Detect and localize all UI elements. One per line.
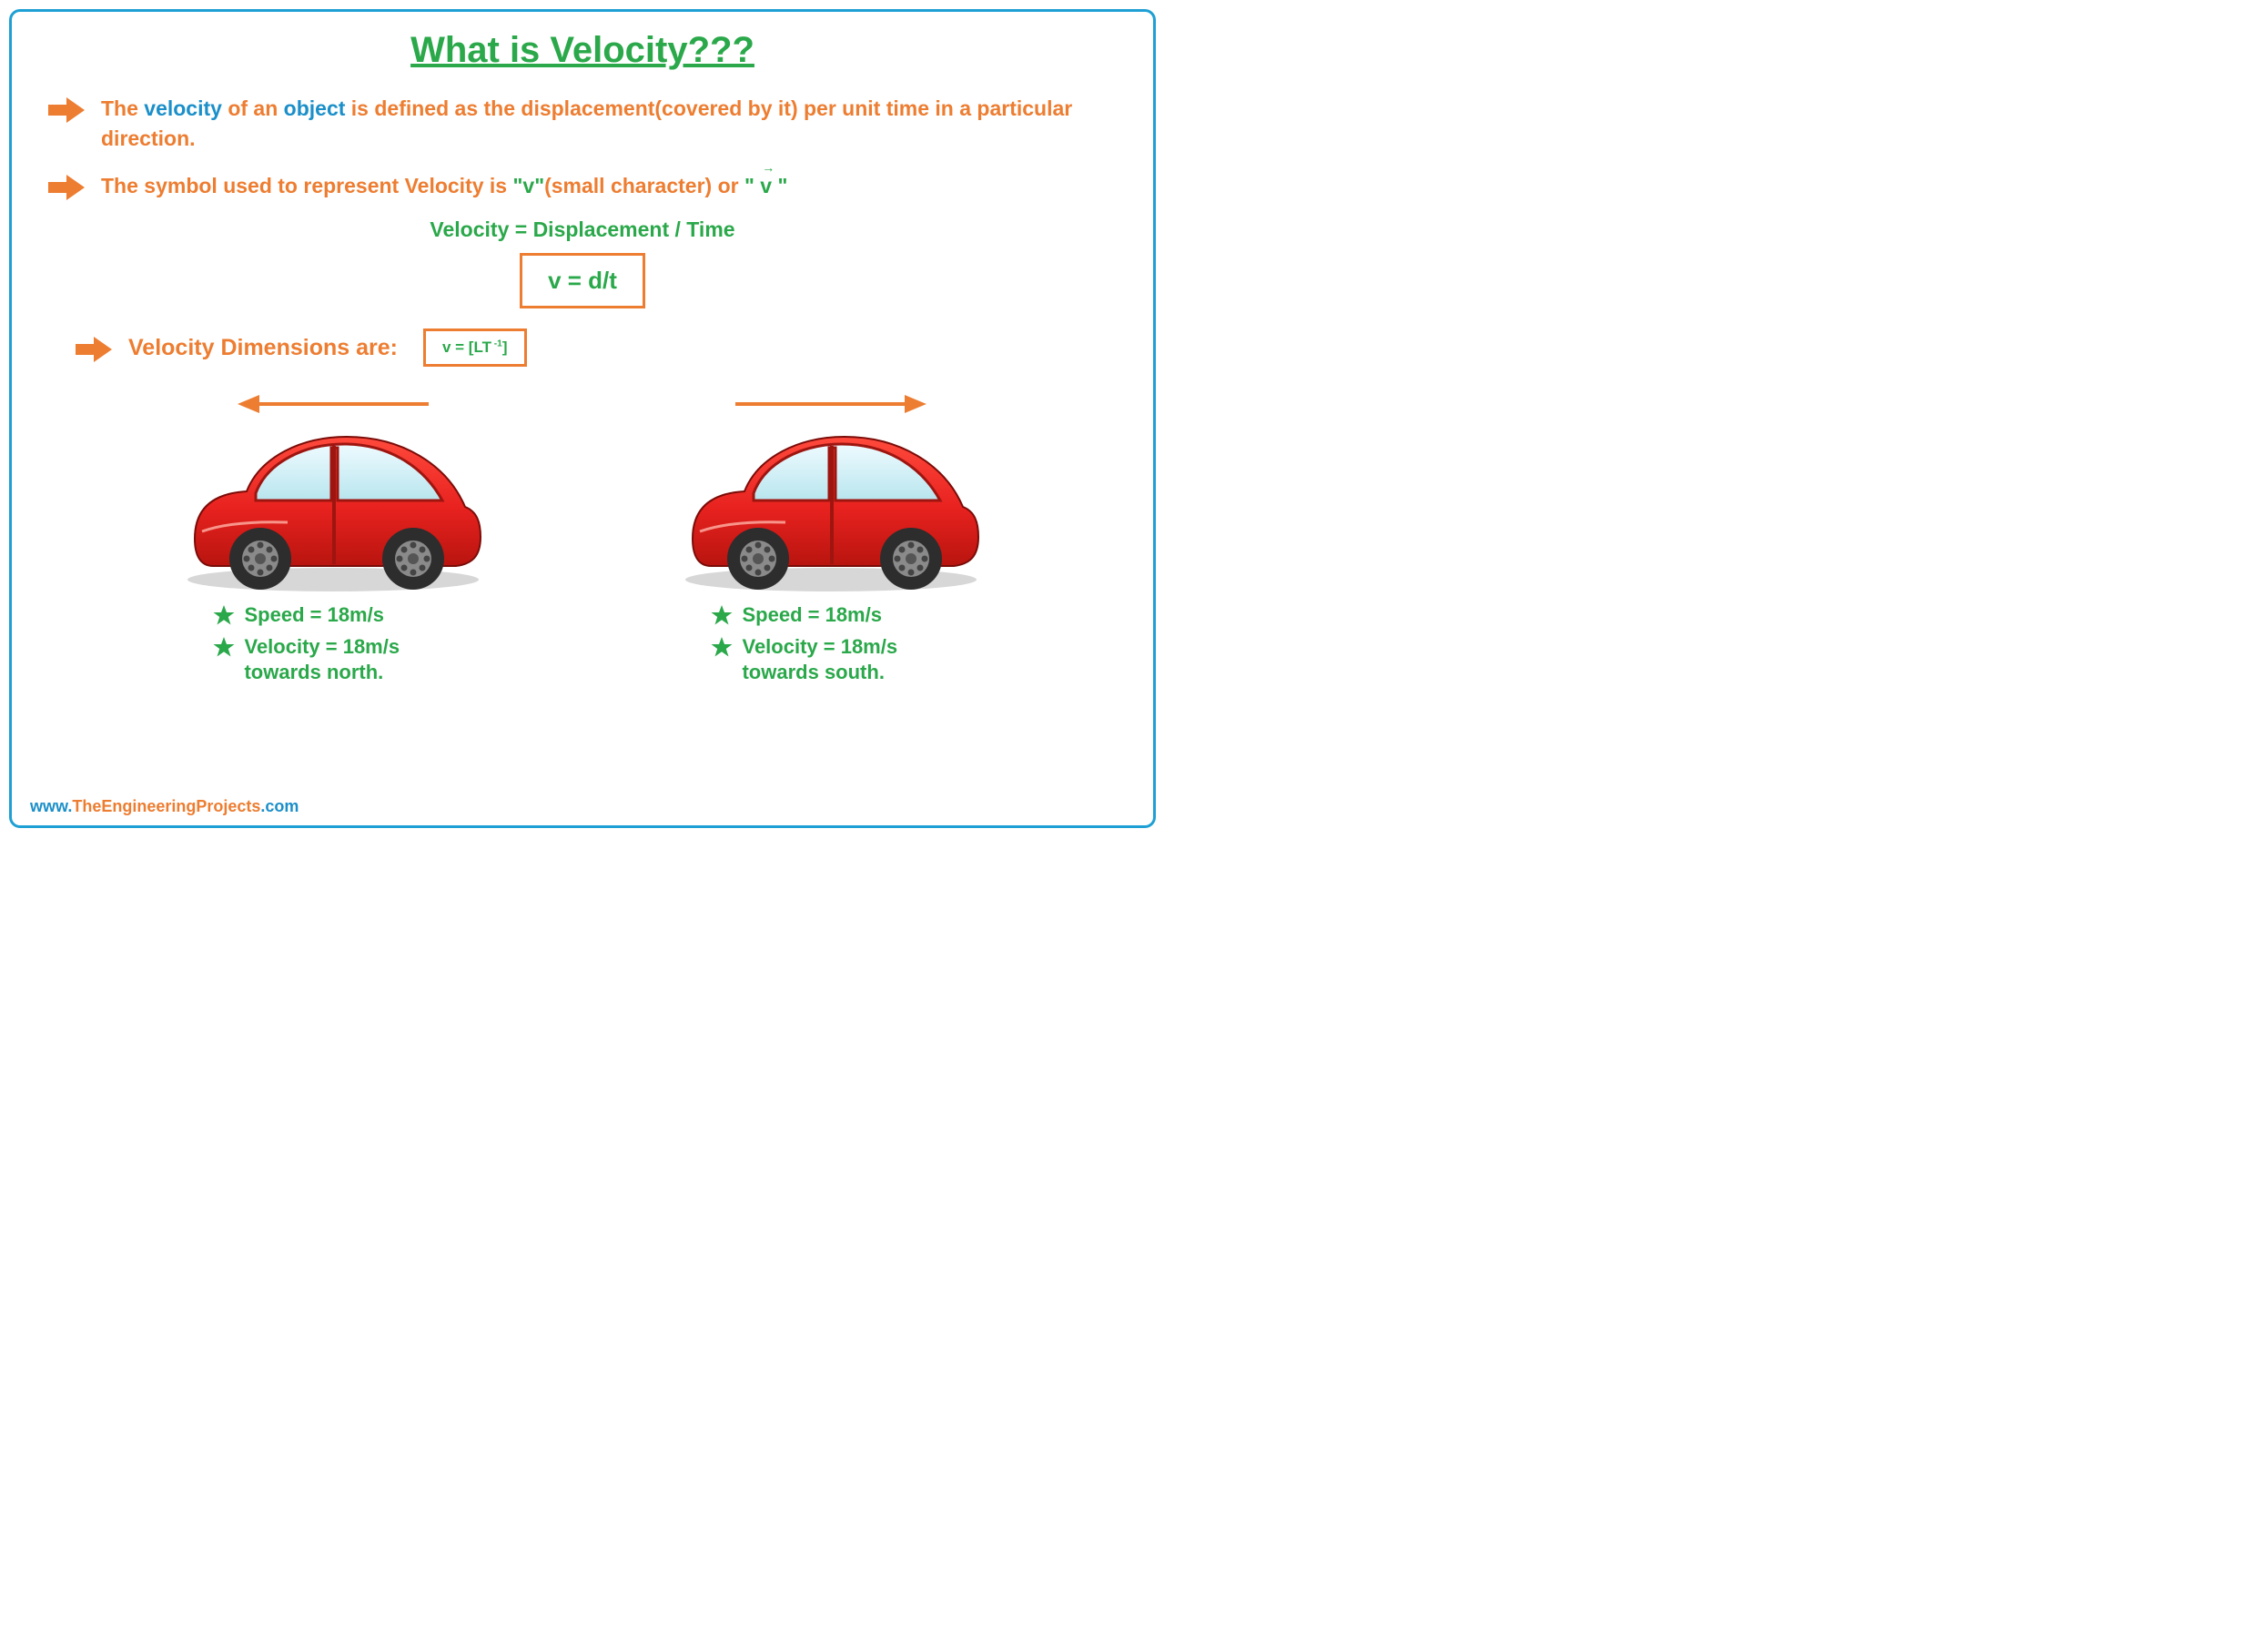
car-right-facts: Speed = 18m/s Velocity = 18m/s towards s… — [711, 602, 951, 692]
arrow-right-icon — [48, 175, 85, 200]
fact-row: Velocity = 18m/s towards south. — [711, 634, 951, 686]
fact-row: Speed = 18m/s — [711, 602, 951, 629]
star-icon — [213, 604, 235, 626]
arrow-right-icon — [735, 392, 926, 416]
car-block-right: Speed = 18m/s Velocity = 18m/s towards s… — [607, 392, 1055, 692]
footer-domain: TheEngineeringProjects — [72, 797, 260, 815]
formula-box: v = d/t — [520, 253, 645, 308]
text-sup: -1 — [491, 339, 502, 349]
fact-speed: Speed = 18m/s — [742, 602, 881, 629]
text-part: " — [744, 174, 760, 197]
arrow-right-icon — [76, 337, 112, 362]
arrow-right-icon — [48, 97, 85, 123]
text-part: v — [760, 174, 772, 197]
symbol-text: The symbol used to represent Velocity is… — [101, 171, 787, 201]
fact-row: Velocity = 18m/s towards north. — [213, 634, 453, 686]
cars-area: Speed = 18m/s Velocity = 18m/s towards n… — [48, 392, 1117, 692]
text-part: " — [534, 174, 544, 197]
fact-speed: Speed = 18m/s — [244, 602, 383, 629]
footer-tld: .com — [260, 797, 299, 815]
star-icon — [711, 604, 733, 626]
text-part: " — [772, 174, 787, 197]
bullet-dimensions: Velocity Dimensions are: v = [LT -1] — [76, 328, 1117, 367]
dimensions-box: v = [LT -1] — [423, 328, 527, 367]
formula-box-wrap: v = d/t — [48, 253, 1117, 308]
footer-www: www. — [30, 797, 72, 815]
arrow-left-icon — [238, 392, 429, 416]
fact-velocity: Velocity = 18m/s towards north. — [244, 634, 453, 686]
symbol-v-vector: →v — [760, 171, 772, 201]
text-highlight: object — [284, 96, 346, 120]
infographic-frame: What is Velocity??? The velocity of an o… — [9, 9, 1156, 828]
star-icon — [711, 636, 733, 658]
dimensions-label: Velocity Dimensions are: — [128, 331, 398, 364]
text-part: The — [101, 96, 144, 120]
formula-words: Velocity = Displacement / Time — [48, 217, 1117, 242]
text-part: of an — [222, 96, 284, 120]
text-part: v = [LT — [442, 339, 491, 356]
fact-row: Speed = 18m/s — [213, 602, 453, 629]
fact-velocity: Velocity = 18m/s towards south. — [742, 634, 951, 686]
car-right-icon — [676, 420, 986, 593]
text-part: " — [512, 174, 522, 197]
car-left-icon — [178, 420, 488, 593]
bullet-symbol: The symbol used to represent Velocity is… — [48, 171, 1117, 201]
car-block-left: Speed = 18m/s Velocity = 18m/s towards n… — [109, 392, 557, 692]
symbol-v: v — [522, 174, 534, 197]
bullet-definition: The velocity of an object is defined as … — [48, 94, 1117, 155]
definition-text: The velocity of an object is defined as … — [101, 94, 1117, 155]
text-part: ] — [502, 339, 508, 356]
text-part: The symbol used to represent Velocity is — [101, 174, 512, 197]
page-title: What is Velocity??? — [48, 30, 1117, 71]
text-part: (small character) or — [544, 174, 744, 197]
text-highlight: velocity — [144, 96, 222, 120]
car-left-facts: Speed = 18m/s Velocity = 18m/s towards n… — [213, 602, 453, 692]
star-icon — [213, 636, 235, 658]
footer-credit: www.TheEngineeringProjects.com — [30, 797, 299, 816]
